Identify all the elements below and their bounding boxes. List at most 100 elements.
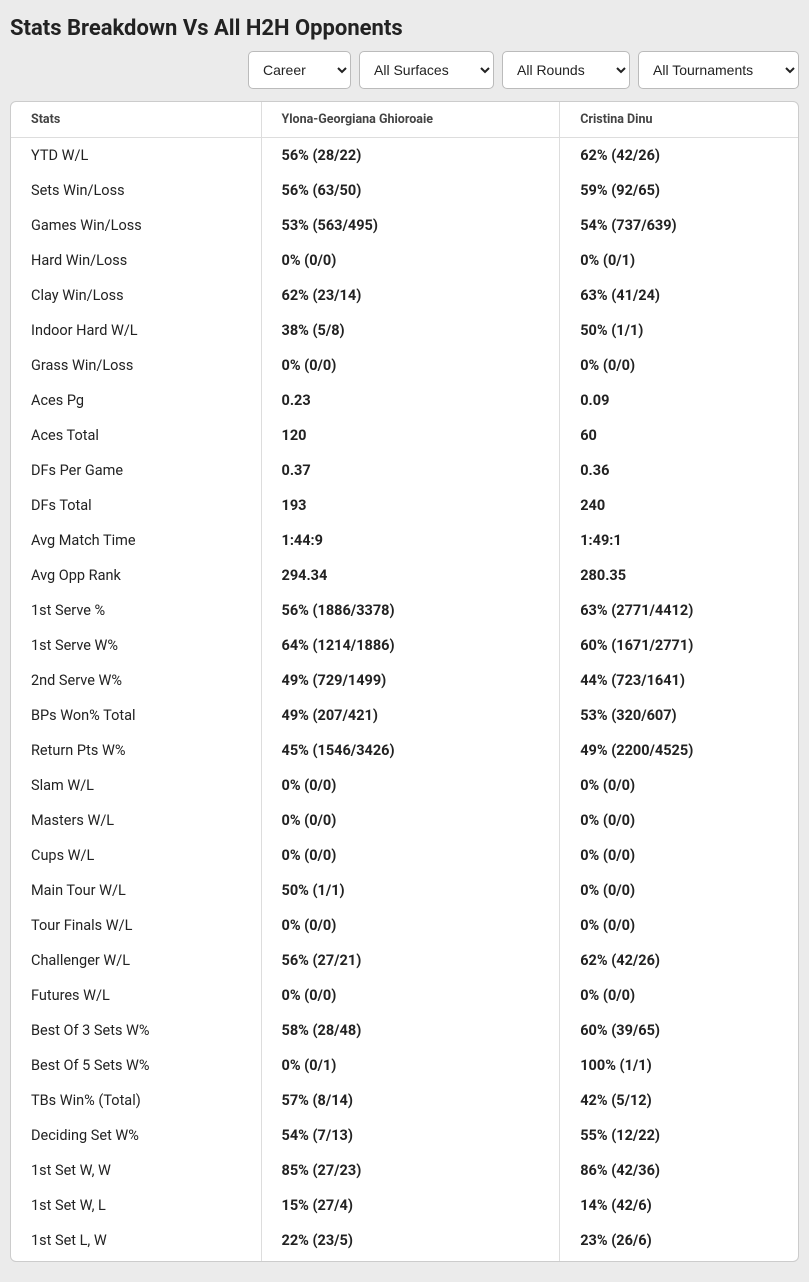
stat-label: 2nd Serve W% — [11, 663, 261, 698]
player1-value: 50% (1/1) — [261, 873, 560, 908]
player2-value: 280.35 — [560, 558, 798, 593]
table-row: Masters W/L0% (0/0)0% (0/0) — [11, 803, 798, 838]
stat-label: Return Pts W% — [11, 733, 261, 768]
player1-value: 56% (1886/3378) — [261, 593, 560, 628]
table-header-row: Stats Ylona-Georgiana Ghioroaie Cristina… — [11, 102, 798, 138]
player1-value: 0% (0/0) — [261, 978, 560, 1013]
stat-label: Challenger W/L — [11, 943, 261, 978]
player1-value: 0% (0/0) — [261, 348, 560, 383]
player1-value: 57% (8/14) — [261, 1083, 560, 1118]
filter-tourney[interactable]: All Tournaments — [638, 51, 799, 89]
filter-surface[interactable]: All Surfaces — [359, 51, 494, 89]
player2-value: 50% (1/1) — [560, 313, 798, 348]
player2-value: 63% (2771/4412) — [560, 593, 798, 628]
table-row: Main Tour W/L50% (1/1)0% (0/0) — [11, 873, 798, 908]
table-row: YTD W/L56% (28/22)62% (42/26) — [11, 138, 798, 174]
player2-value: 62% (42/26) — [560, 138, 798, 174]
stat-label: 1st Serve % — [11, 593, 261, 628]
stat-label: YTD W/L — [11, 138, 261, 174]
player2-value: 14% (42/6) — [560, 1188, 798, 1223]
player2-value: 0% (0/0) — [560, 768, 798, 803]
player2-value: 0% (0/0) — [560, 348, 798, 383]
table-row: TBs Win% (Total)57% (8/14)42% (5/12) — [11, 1083, 798, 1118]
table-row: Challenger W/L56% (27/21)62% (42/26) — [11, 943, 798, 978]
stat-label: Indoor Hard W/L — [11, 313, 261, 348]
player2-value: 60 — [560, 418, 798, 453]
player1-value: 0% (0/1) — [261, 1048, 560, 1083]
col-stats: Stats — [11, 102, 261, 138]
table-row: DFs Per Game0.370.36 — [11, 453, 798, 488]
player1-value: 0% (0/0) — [261, 768, 560, 803]
stat-label: Grass Win/Loss — [11, 348, 261, 383]
stat-label: 1st Set W, L — [11, 1188, 261, 1223]
table-row: Return Pts W%45% (1546/3426)49% (2200/45… — [11, 733, 798, 768]
table-row: BPs Won% Total49% (207/421)53% (320/607) — [11, 698, 798, 733]
table-row: Indoor Hard W/L38% (5/8)50% (1/1) — [11, 313, 798, 348]
player2-value: 0% (0/0) — [560, 908, 798, 943]
stat-label: Avg Opp Rank — [11, 558, 261, 593]
stat-label: Aces Total — [11, 418, 261, 453]
player1-value: 62% (23/14) — [261, 278, 560, 313]
player2-value: 62% (42/26) — [560, 943, 798, 978]
player2-value: 0% (0/0) — [560, 838, 798, 873]
player2-value: 0% (0/0) — [560, 803, 798, 838]
table-row: Avg Match Time1:44:91:49:1 — [11, 523, 798, 558]
filter-round[interactable]: All Rounds — [502, 51, 630, 89]
player1-value: 0.37 — [261, 453, 560, 488]
table-row: 1st Set W, W85% (27/23)86% (42/36) — [11, 1153, 798, 1188]
table-row: 2nd Serve W%49% (729/1499)44% (723/1641) — [11, 663, 798, 698]
player1-value: 49% (729/1499) — [261, 663, 560, 698]
player1-value: 15% (27/4) — [261, 1188, 560, 1223]
player1-value: 120 — [261, 418, 560, 453]
player1-value: 54% (7/13) — [261, 1118, 560, 1153]
player2-value: 55% (12/22) — [560, 1118, 798, 1153]
stat-label: Cups W/L — [11, 838, 261, 873]
player2-value: 42% (5/12) — [560, 1083, 798, 1118]
table-row: Tour Finals W/L0% (0/0)0% (0/0) — [11, 908, 798, 943]
player2-value: 49% (2200/4525) — [560, 733, 798, 768]
player1-value: 0% (0/0) — [261, 243, 560, 278]
page-title: Stats Breakdown Vs All H2H Opponents — [10, 16, 799, 41]
player2-value: 54% (737/639) — [560, 208, 798, 243]
stat-label: TBs Win% (Total) — [11, 1083, 261, 1118]
player1-value: 1:44:9 — [261, 523, 560, 558]
stat-label: Avg Match Time — [11, 523, 261, 558]
stat-label: 1st Serve W% — [11, 628, 261, 663]
player1-value: 85% (27/23) — [261, 1153, 560, 1188]
stat-label: Clay Win/Loss — [11, 278, 261, 313]
player2-value: 63% (41/24) — [560, 278, 798, 313]
player1-value: 294.34 — [261, 558, 560, 593]
table-row: Deciding Set W%54% (7/13)55% (12/22) — [11, 1118, 798, 1153]
table-row: 1st Set L, W22% (23/5)23% (26/6) — [11, 1223, 798, 1261]
stat-label: 1st Set L, W — [11, 1223, 261, 1261]
stat-label: Best Of 5 Sets W% — [11, 1048, 261, 1083]
player2-value: 0% (0/0) — [560, 978, 798, 1013]
player2-value: 240 — [560, 488, 798, 523]
filter-period[interactable]: Career — [248, 51, 351, 89]
table-row: Best Of 3 Sets W%58% (28/48)60% (39/65) — [11, 1013, 798, 1048]
table-row: Clay Win/Loss62% (23/14)63% (41/24) — [11, 278, 798, 313]
player2-value: 53% (320/607) — [560, 698, 798, 733]
stat-label: Best Of 3 Sets W% — [11, 1013, 261, 1048]
player1-value: 58% (28/48) — [261, 1013, 560, 1048]
stat-label: Main Tour W/L — [11, 873, 261, 908]
player2-value: 60% (1671/2771) — [560, 628, 798, 663]
table-row: DFs Total193240 — [11, 488, 798, 523]
stat-label: Tour Finals W/L — [11, 908, 261, 943]
stat-label: Aces Pg — [11, 383, 261, 418]
player1-value: 0% (0/0) — [261, 908, 560, 943]
player1-value: 56% (28/22) — [261, 138, 560, 174]
player2-value: 44% (723/1641) — [560, 663, 798, 698]
stats-table-container: Stats Ylona-Georgiana Ghioroaie Cristina… — [10, 101, 799, 1262]
player2-value: 1:49:1 — [560, 523, 798, 558]
player2-value: 86% (42/36) — [560, 1153, 798, 1188]
player2-value: 0.09 — [560, 383, 798, 418]
table-row: Best Of 5 Sets W%0% (0/1)100% (1/1) — [11, 1048, 798, 1083]
player2-value: 0.36 — [560, 453, 798, 488]
filter-bar: Career All Surfaces All Rounds All Tourn… — [10, 51, 799, 89]
stat-label: Deciding Set W% — [11, 1118, 261, 1153]
player1-value: 193 — [261, 488, 560, 523]
table-row: Cups W/L0% (0/0)0% (0/0) — [11, 838, 798, 873]
player2-value: 0% (0/0) — [560, 873, 798, 908]
player1-value: 53% (563/495) — [261, 208, 560, 243]
